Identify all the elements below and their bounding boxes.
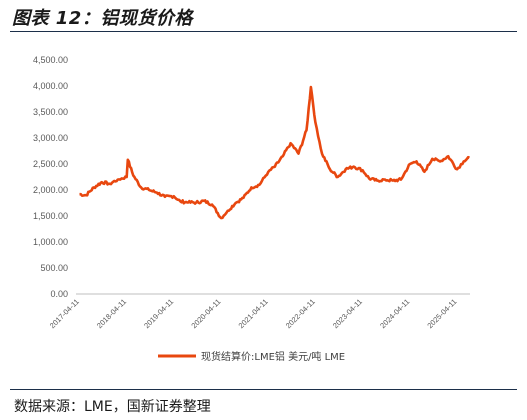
y-tick-label: 4,000.00 [33,81,68,91]
bottom-rule [10,389,517,390]
line-chart: 0.00 500.00 1,000.00 1,500.00 2,000.00 2,500.… [33,55,470,363]
y-tick-label: 500.00 [40,263,68,273]
data-source-note: 数据来源：LME，国新证券整理 [14,399,211,415]
top-rule [10,31,517,32]
y-tick-label: 2,500.00 [33,159,68,169]
x-tick-label: 2023-04-11 [331,297,364,330]
x-tick-label: 2022-04-11 [284,297,317,330]
legend-label: 现货结算价:LME铝 美元/吨 LME [201,350,345,363]
y-tick-label: 1,000.00 [33,237,68,247]
y-tick-label: 4,500.00 [33,55,68,65]
y-axis-tick-labels: 0.00 500.00 1,000.00 1,500.00 2,000.00 2,500.… [33,55,68,299]
x-tick-label: 2018-04-11 [95,297,128,330]
x-tick-label: 2024-04-11 [378,297,411,330]
x-tick-label: 2020-04-11 [189,297,222,330]
x-tick-label: 2019-04-11 [142,297,175,330]
legend: 现货结算价:LME铝 美元/吨 LME [158,350,345,363]
x-tick-label: 2017-04-11 [48,297,81,330]
y-tick-label: 3,500.00 [33,107,68,117]
y-tick-label: 1,500.00 [33,211,68,221]
y-tick-label: 0.00 [50,289,68,299]
x-tick-label: 2021-04-11 [237,297,270,330]
aluminum-spot-price-line [79,85,470,220]
x-tick-label: 2025-04-11 [425,297,458,330]
figure-title: 图表 12：铝现货价格 [12,8,193,29]
y-tick-label: 3,000.00 [33,133,68,143]
x-axis-tick-labels: 2017-04-11 2018-04-11 2019-04-11 2020-04-11… [48,297,459,330]
y-tick-label: 2,000.00 [33,185,68,195]
